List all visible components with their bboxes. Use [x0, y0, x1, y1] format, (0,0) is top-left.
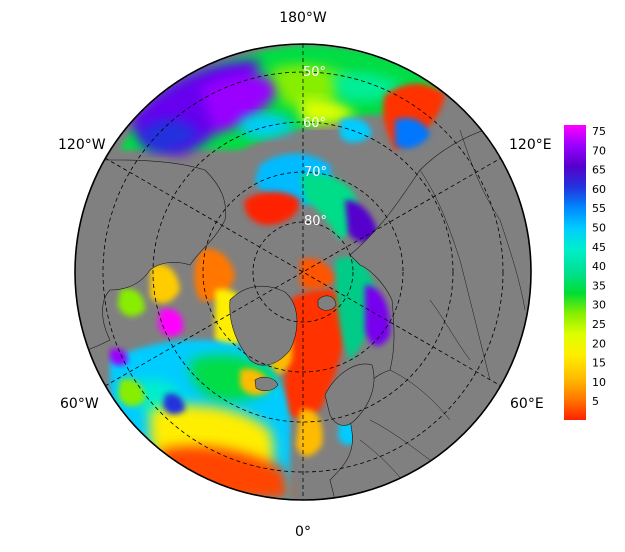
- colorbar-tick-label: 5: [592, 395, 599, 408]
- latitude-label-70: 70°: [304, 165, 327, 180]
- longitude-label-top: 180°W: [279, 10, 327, 26]
- longitude-label-bottom: 0°: [295, 524, 311, 540]
- colorbar-tick-label: 45: [592, 241, 606, 254]
- colorbar-tick-label: 55: [592, 202, 606, 215]
- colorbar: 75 70 65 60 55 50 45 40 35 30 25 20 15 10 5: [564, 125, 606, 420]
- colorbar-tick-label: 70: [592, 144, 606, 157]
- colorbar-gradient: [564, 125, 586, 420]
- ocean-data-field: [110, 45, 483, 500]
- latitude-label-50: 50°: [303, 65, 326, 80]
- colorbar-tick-label: 50: [592, 222, 606, 235]
- colorbar-ticks: 75 70 65 60 55 50 45 40 35 30 25 20 15 10 5: [592, 125, 606, 408]
- colorbar-tick-label: 25: [592, 318, 606, 331]
- colorbar-tick-label: 20: [592, 337, 606, 350]
- colorbar-tick-label: 35: [592, 279, 606, 292]
- colorbar-tick-label: 60: [592, 183, 606, 196]
- longitude-label-upper-right: 120°E: [509, 137, 552, 153]
- longitude-label-lower-left: 60°W: [60, 396, 99, 412]
- colorbar-tick-label: 75: [592, 125, 606, 138]
- graticule: [102, 44, 504, 500]
- longitude-label-upper-left: 120°W: [58, 137, 106, 153]
- map-disk: [75, 44, 531, 500]
- longitude-label-lower-right: 60°E: [510, 396, 544, 412]
- colorbar-tick-label: 40: [592, 260, 606, 273]
- colorbar-tick-label: 65: [592, 164, 606, 177]
- colorbar-tick-label: 15: [592, 357, 606, 370]
- colorbar-tick-label: 10: [592, 376, 606, 389]
- latitude-label-60: 60°: [303, 116, 326, 131]
- latitude-label-80: 80°: [304, 214, 327, 229]
- map-outline: [74, 43, 532, 501]
- colorbar-tick-label: 30: [592, 299, 606, 312]
